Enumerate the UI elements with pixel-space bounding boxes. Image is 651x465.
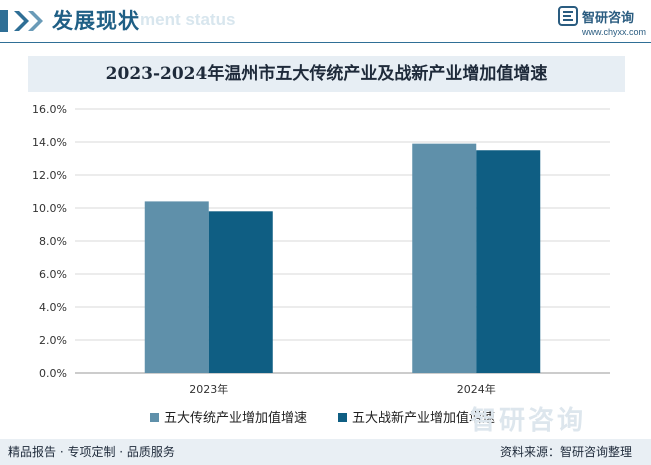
- footer-tagline: 精品报告 · 专项定制 · 品质服务: [8, 445, 175, 459]
- x-tick-label: 2024年: [457, 382, 496, 396]
- y-tick-label: 16.0%: [32, 103, 67, 116]
- y-tick-label: 0.0%: [39, 367, 67, 380]
- bar-1: [412, 143, 477, 373]
- brand-logo-icon: [558, 6, 578, 26]
- chart-title-band: 2023-2024年温州市五大传统产业及战新产业增加值增速: [28, 56, 625, 92]
- legend-swatch: [150, 413, 159, 422]
- bar-2: [476, 150, 541, 373]
- legend-swatch: [338, 413, 347, 422]
- page-footer: 精品报告 · 专项定制 · 品质服务 资料来源：智研咨询整理: [0, 439, 651, 465]
- legend-label: 五大传统产业增加值增速: [164, 410, 307, 426]
- y-tick-label: 14.0%: [32, 136, 67, 149]
- chevron-right-icon: [14, 11, 43, 31]
- brand-block: 智研咨询 www.chyxx.com: [558, 5, 648, 41]
- y-tick-label: 8.0%: [39, 235, 67, 248]
- header-divider: [0, 42, 651, 43]
- y-tick-label: 2.0%: [39, 334, 67, 347]
- page-header: ment status 发展现状 智研咨询 www.chyxx.com: [0, 0, 651, 43]
- y-tick-label: 10.0%: [32, 202, 67, 215]
- bar-chart: 0.0% 2.0% 4.0% 6.0% 8.0% 10.0% 12.0% 14.0% 16.0%…: [32, 103, 610, 426]
- section-title: 发展现状: [52, 9, 140, 33]
- y-tick-label: 12.0%: [32, 169, 67, 182]
- bar-1: [144, 201, 209, 373]
- brand-url: www.chyxx.com: [582, 27, 647, 37]
- x-tick-label: 2023年: [189, 382, 228, 396]
- legend-label: 五大战新产业增加值增速: [352, 410, 495, 426]
- header-watermark-subtitle: ment status: [140, 10, 236, 29]
- brand-name: 智研咨询: [582, 11, 635, 26]
- y-tick-label: 4.0%: [39, 301, 67, 314]
- source-note: 资料来源：智研咨询整理: [500, 445, 633, 459]
- y-tick-label: 6.0%: [39, 268, 67, 281]
- watermark-text: 智研咨询: [470, 406, 587, 436]
- header-accent-bar: [0, 10, 8, 32]
- bar-2: [208, 211, 273, 373]
- chart-title: 2023-2024年温州市五大传统产业及战新产业增加值增速: [105, 64, 548, 84]
